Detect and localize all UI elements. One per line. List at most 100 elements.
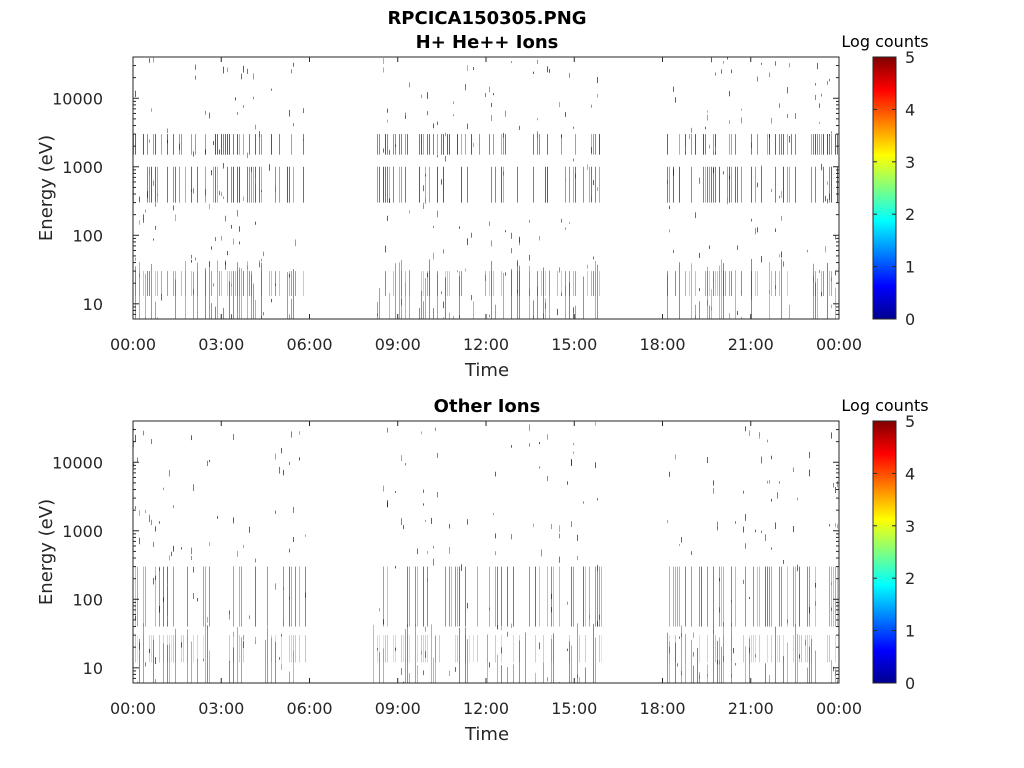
heatmap-cell (461, 564, 462, 571)
heatmap-cell (765, 534, 766, 541)
heatmap-cell (707, 457, 708, 464)
heatmap-cell (405, 115, 406, 119)
heatmap-cell (287, 272, 288, 319)
heatmap-cell (673, 166, 674, 203)
heatmap-cell (547, 66, 548, 73)
heatmap-cell (253, 96, 254, 100)
heatmap-cell (409, 269, 410, 319)
heatmap-cell (421, 651, 422, 655)
panel-title: H+ He++ Ions (416, 32, 559, 53)
heatmap-cell (729, 271, 730, 296)
heatmap-cell (471, 295, 472, 301)
heatmap-cell (139, 220, 140, 225)
heatmap-cell (395, 263, 396, 319)
heatmap-cell (715, 146, 716, 152)
heatmap-cell (813, 134, 814, 155)
heatmap-cell (755, 271, 756, 296)
heatmap-cell (377, 166, 378, 203)
heatmap-cell (769, 566, 770, 627)
heatmap-cell (461, 166, 462, 203)
heatmap-cell (215, 306, 216, 319)
heatmap-cell (457, 635, 458, 663)
heatmap-cell (423, 670, 424, 676)
heatmap-cell (717, 521, 718, 529)
x-axis-label: Time (464, 360, 509, 381)
heatmap-cell (577, 555, 578, 560)
heatmap-cell (501, 647, 502, 654)
heatmap-cell (135, 635, 136, 663)
heatmap-cell (239, 635, 240, 663)
heatmap-cell (213, 141, 214, 146)
heatmap-cell (379, 608, 380, 612)
heatmap-cell (599, 271, 600, 296)
heatmap-cell (443, 134, 444, 155)
heatmap-cell (691, 134, 692, 155)
heatmap-cell (153, 578, 154, 585)
heatmap-cell (809, 607, 810, 614)
heatmap-cell (691, 639, 692, 683)
heatmap-cell (519, 236, 520, 243)
heatmap-cell (717, 527, 718, 531)
heatmap-cell (685, 271, 686, 296)
heatmap-cell (537, 59, 538, 64)
heatmap-cell (153, 57, 154, 63)
heatmap-cell (597, 564, 598, 571)
heatmap-cell (283, 469, 284, 476)
heatmap-cell (497, 625, 498, 630)
heatmap-cell (535, 566, 536, 627)
heatmap-cell (137, 635, 138, 663)
y-tick-label: 100 (72, 226, 103, 245)
heatmap-cell (491, 166, 492, 203)
heatmap-cell (567, 648, 568, 652)
heatmap-cell (771, 455, 772, 460)
heatmap-cell (495, 533, 496, 539)
heatmap-cell (537, 271, 538, 296)
heatmap-cell (717, 271, 718, 296)
heatmap-cell (295, 635, 296, 663)
heatmap-cell (271, 271, 272, 296)
heatmap-cell (281, 663, 282, 670)
heatmap-cell (591, 104, 592, 108)
heatmap-cell (249, 134, 250, 155)
heatmap-cell (271, 88, 272, 91)
heatmap-cell (553, 633, 554, 683)
heatmap-cell (795, 624, 796, 683)
heatmap-cell (787, 134, 788, 155)
colorbar-label: Log counts (841, 396, 928, 415)
heatmap-cell (443, 249, 444, 254)
heatmap-cell (775, 626, 776, 683)
heatmap-cell (573, 271, 574, 296)
heatmap-cell (595, 134, 596, 155)
heatmap-cell (573, 442, 574, 446)
heatmap-cell (155, 301, 156, 319)
heatmap-cell (383, 648, 384, 683)
heatmap-cell (761, 530, 762, 534)
heatmap-cell (771, 547, 772, 550)
heatmap-cell (249, 166, 250, 203)
heatmap-cell (135, 90, 136, 97)
heatmap-cell (255, 566, 256, 627)
heatmap-cell (377, 301, 378, 319)
heatmap-cell (699, 566, 700, 627)
heatmap-cell (153, 238, 154, 241)
x-axis-label: Time (464, 724, 509, 745)
heatmap-cell (729, 91, 730, 97)
heatmap-cell (837, 524, 838, 529)
heatmap-cell (447, 134, 448, 155)
heatmap-cell (181, 642, 182, 648)
heatmap-cell (565, 177, 566, 182)
heatmap-cell (155, 225, 156, 230)
heatmap-cell (713, 488, 714, 494)
heatmap-cell (809, 469, 810, 477)
heatmap-cell (227, 251, 228, 256)
heatmap-cell (233, 134, 234, 155)
heatmap-cell (491, 240, 492, 247)
heatmap-cell (703, 134, 704, 155)
heatmap-cell (695, 212, 696, 219)
heatmap-cell (205, 189, 206, 196)
heatmap-cell (545, 166, 546, 203)
heatmap-cell (421, 140, 422, 143)
heatmap-cell (737, 311, 738, 315)
heatmap-cell (243, 105, 244, 108)
heatmap-cell (837, 166, 838, 203)
